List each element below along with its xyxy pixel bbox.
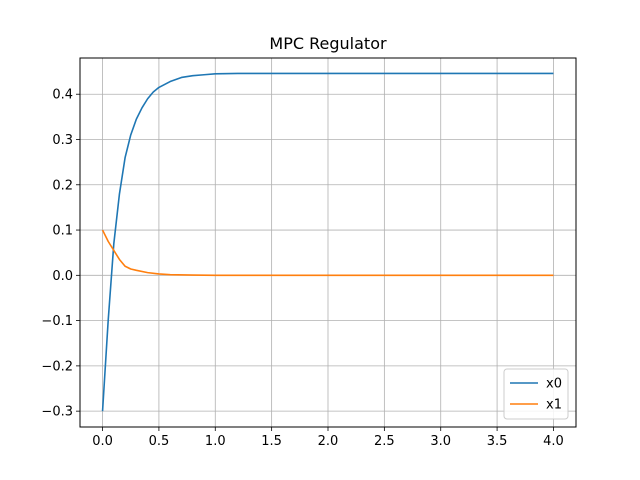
legend-label-x1: x1 [546,398,562,413]
legend-label-x0: x0 [546,377,562,392]
x-tick-label: 1.5 [261,434,282,449]
grid-lines [80,58,576,427]
x-tick-label: 2.5 [374,434,395,449]
y-tick-label: 0.4 [52,88,73,103]
x-tick-label: 0.0 [92,434,113,449]
legend-box [503,368,569,420]
x-tick-label: 2.0 [318,434,339,449]
series-line-x1 [101,229,554,277]
y-tick-label: −0.3 [41,405,73,420]
plot-series [101,72,554,412]
x-tick-label: 0.5 [149,434,170,449]
y-tick-label: 0.0 [52,269,73,284]
x-tick-label: 3.5 [487,434,508,449]
y-tick-label: −0.1 [41,314,73,329]
y-tick-label: −0.2 [41,359,73,374]
x-tick-label: 3.0 [430,434,451,449]
chart-title: MPC Regulator [269,34,387,53]
axis-ticks: 0.0 0.5 1.0 1.5 2.0 2.5 3.0 3.5 4.0 −0.3 −0.2 −0.1 0… [41,88,563,449]
x-tick-label: 4.0 [543,434,564,449]
y-tick-label: 0.3 [52,133,73,148]
y-tick-label: 0.2 [52,178,73,193]
series-line-x0 [101,72,554,412]
y-tick-label: 0.1 [52,224,73,239]
x-tick-label: 1.0 [205,434,226,449]
